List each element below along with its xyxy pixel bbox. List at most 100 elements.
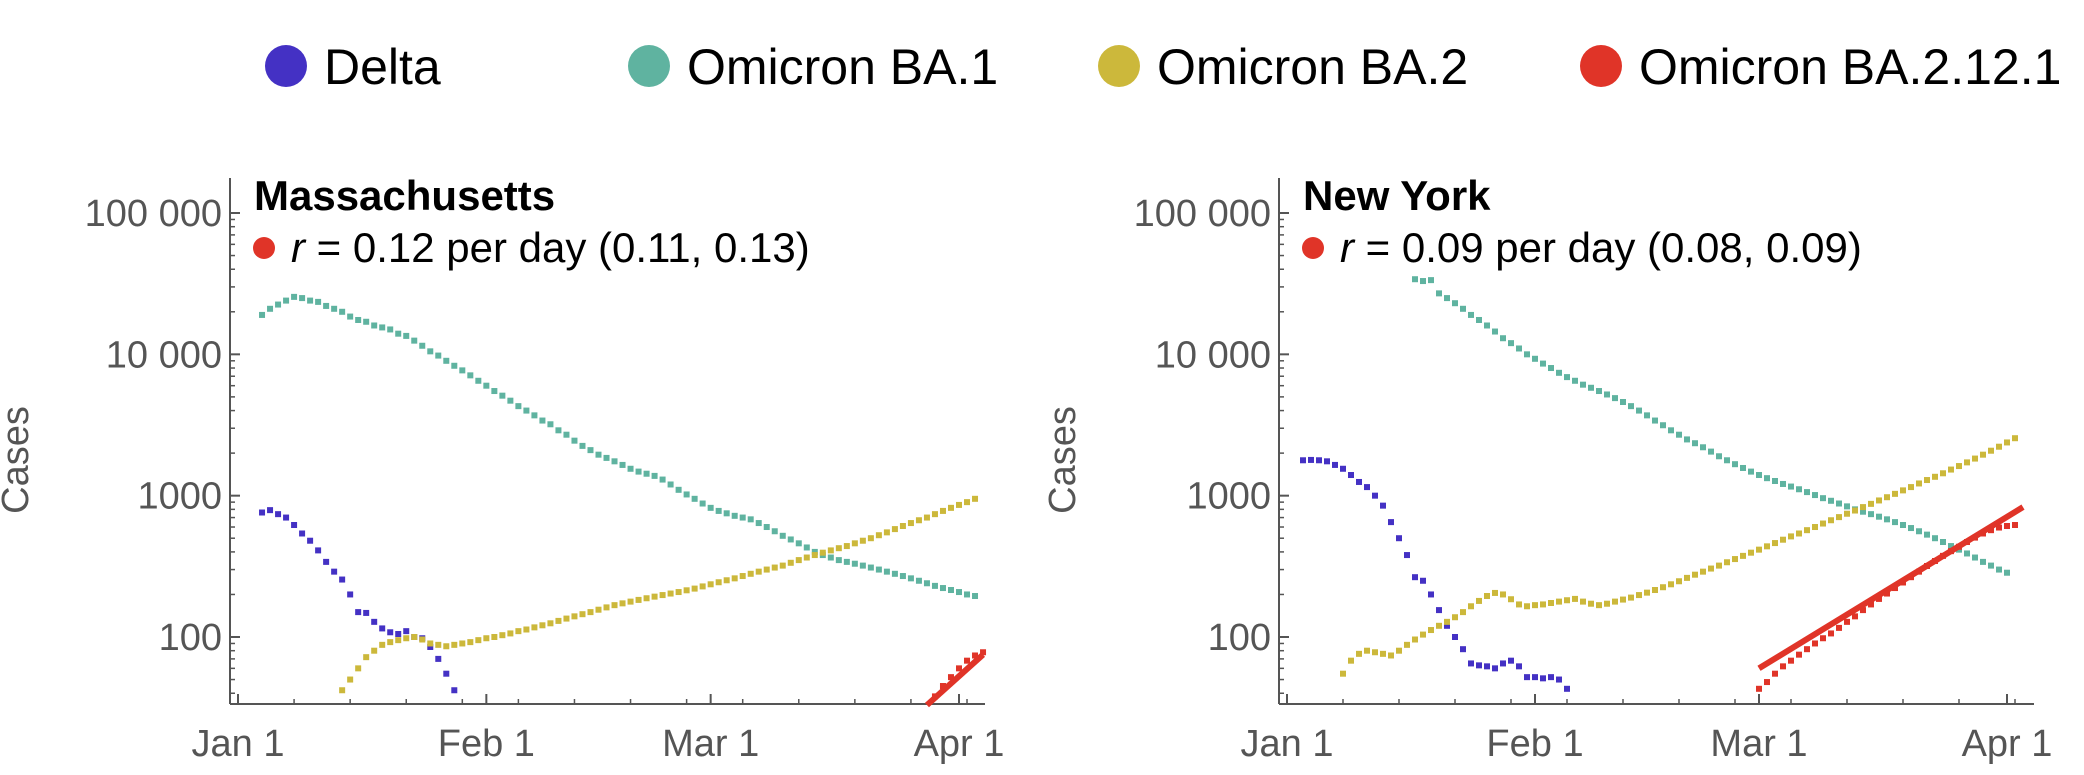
data-point: [371, 618, 378, 625]
data-point: [907, 575, 914, 582]
data-point: [1836, 514, 1842, 521]
data-point: [1868, 601, 1874, 608]
data-point: [1764, 543, 1770, 550]
data-point: [1740, 552, 1746, 559]
data-point: [611, 602, 618, 609]
x-tick-label: Feb 1: [1486, 723, 1583, 765]
data-point: [395, 330, 402, 337]
data-point: [587, 609, 594, 616]
data-point: [1428, 277, 1434, 284]
data-point: [379, 641, 386, 648]
data-point: [1780, 663, 1786, 670]
data-point: [371, 647, 378, 654]
legend: Delta Omicron BA.1 Omicron BA.2 Omicron BA.…: [265, 39, 2061, 95]
data-point: [1908, 525, 1914, 532]
data-point: [1900, 487, 1906, 494]
series-omicron-ba-2-12-1: [1756, 522, 2018, 692]
data-point: [891, 526, 898, 533]
data-point: [875, 566, 882, 573]
data-point: [1524, 603, 1530, 610]
growth-rate-annotation: r = 0.12 per day (0.11, 0.13): [291, 224, 810, 271]
data-point: [1628, 403, 1634, 410]
data-point: [1844, 503, 1850, 510]
x-tick-label: Feb 1: [438, 723, 535, 765]
legend-marker-delta: [265, 45, 307, 87]
data-point: [2012, 522, 2018, 529]
data-point: [555, 617, 562, 624]
data-point: [259, 311, 266, 318]
data-point: [1500, 591, 1506, 598]
data-point: [947, 504, 954, 511]
data-point: [1380, 502, 1386, 509]
x-tick-label: Mar 1: [1710, 723, 1807, 765]
data-point: [1420, 278, 1426, 285]
data-point: [907, 520, 914, 527]
data-point: [331, 568, 338, 575]
data-point: [347, 313, 354, 320]
data-point: [1828, 497, 1834, 504]
data-point: [499, 392, 506, 399]
data-point: [1956, 463, 1962, 470]
data-point: [1500, 335, 1506, 342]
data-point: [883, 568, 890, 575]
data-point: [603, 454, 610, 461]
data-point: [579, 442, 586, 449]
data-point: [267, 305, 274, 312]
legend-label: Omicron BA.2: [1157, 39, 1468, 95]
data-point: [1796, 530, 1802, 537]
data-point: [1668, 427, 1674, 434]
data-point: [867, 535, 874, 542]
legend-item-omicron-ba-2-12-1: Omicron BA.2.12.1: [1580, 39, 2061, 95]
data-point: [1964, 550, 1970, 557]
data-point: [523, 407, 530, 414]
data-point: [883, 529, 890, 536]
y-tick-label: 100: [159, 617, 222, 659]
data-point: [1740, 464, 1746, 471]
data-point: [1996, 443, 2002, 450]
data-point: [755, 568, 762, 575]
legend-item-omicron-ba-1: Omicron BA.1: [628, 39, 998, 95]
data-point: [1452, 300, 1458, 307]
data-point: [1516, 345, 1522, 352]
data-point: [787, 536, 794, 543]
data-point: [1812, 640, 1818, 647]
data-point: [1892, 490, 1898, 497]
data-point: [947, 674, 954, 681]
data-point: [299, 530, 306, 537]
data-point: [347, 591, 354, 598]
data-point: [491, 634, 498, 640]
data-point: [1820, 520, 1826, 527]
data-point: [467, 639, 474, 646]
y-tick-label: 1000: [1186, 476, 1271, 518]
data-point: [1364, 484, 1370, 491]
data-point: [611, 458, 618, 465]
data-point: [1540, 601, 1546, 608]
x-tick-label: Mar 1: [662, 723, 759, 765]
data-point: [1572, 595, 1578, 602]
data-point: [1708, 565, 1714, 572]
y-tick-label: 10 000: [1155, 334, 1271, 376]
data-point: [939, 683, 946, 690]
data-point: [931, 582, 938, 589]
x-tick-label: Jan 1: [192, 723, 285, 765]
data-point: [1748, 549, 1754, 556]
data-point: [443, 670, 450, 677]
data-point: [387, 629, 394, 636]
data-point: [1692, 571, 1698, 578]
data-point: [1724, 457, 1730, 464]
data-point: [1620, 596, 1626, 603]
data-point: [1884, 494, 1890, 501]
data-point: [451, 687, 458, 694]
x-tick-label: Jan 1: [1241, 723, 1334, 765]
data-point: [1476, 316, 1482, 323]
data-point: [859, 562, 866, 569]
data-point: [1508, 596, 1514, 603]
data-point: [915, 517, 922, 524]
data-point: [1612, 395, 1618, 402]
data-point: [1340, 670, 1346, 677]
data-point: [411, 634, 418, 640]
data-point: [635, 468, 642, 475]
data-point: [363, 609, 370, 616]
data-point: [1564, 374, 1570, 381]
data-point: [1652, 587, 1658, 594]
